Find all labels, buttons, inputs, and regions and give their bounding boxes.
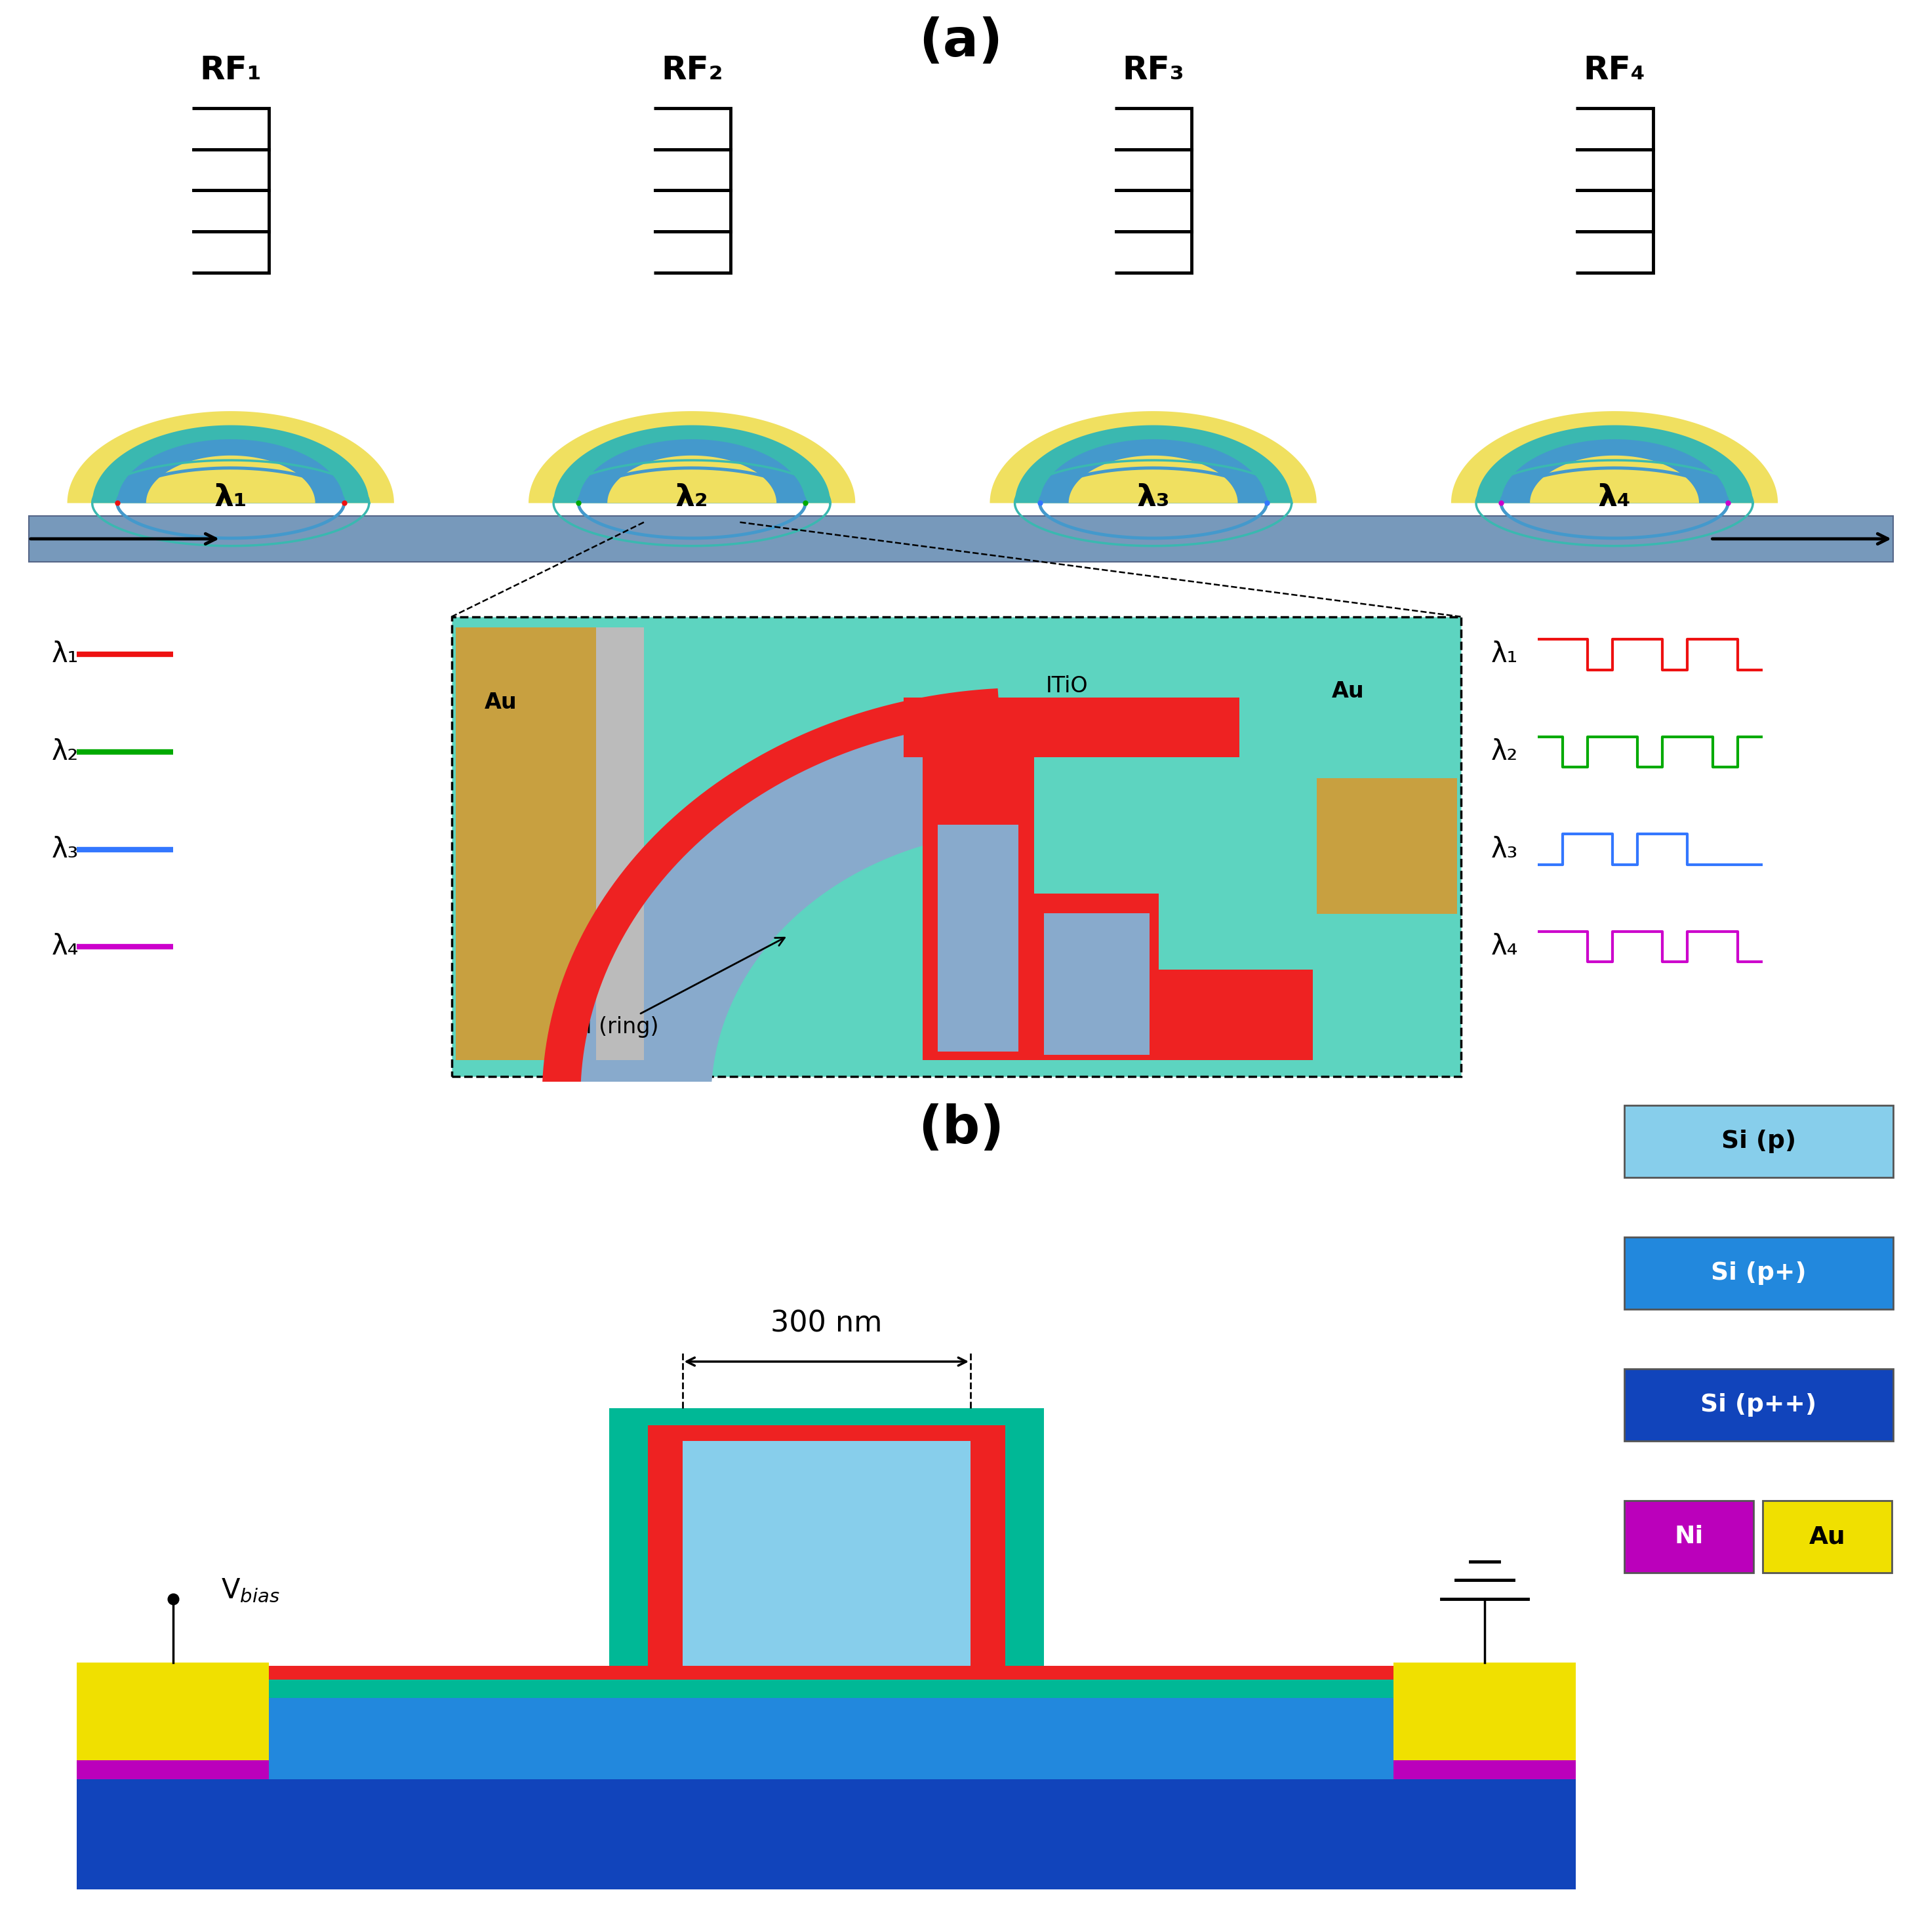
Bar	[1393, 1779, 1576, 1889]
Bar	[1005, 1408, 1044, 1665]
Bar	[452, 616, 1461, 1076]
Bar	[1317, 779, 1457, 914]
Polygon shape	[1015, 425, 1292, 502]
Polygon shape	[146, 456, 315, 502]
Text: (a): (a)	[919, 15, 1003, 68]
Bar	[923, 757, 1034, 1061]
Bar	[77, 1760, 269, 1779]
Bar	[77, 1779, 269, 1889]
Text: RF₃: RF₃	[1122, 54, 1184, 87]
Bar	[903, 697, 1240, 757]
Text: 300 nm: 300 nm	[771, 1310, 882, 1337]
FancyBboxPatch shape	[1624, 1236, 1893, 1310]
Text: Si (p+): Si (p+)	[1711, 1262, 1807, 1285]
Polygon shape	[1040, 439, 1267, 502]
Text: λ₂: λ₂	[1491, 738, 1518, 765]
Polygon shape	[117, 439, 344, 502]
Bar	[1393, 1760, 1576, 1779]
Text: RF₄: RF₄	[1584, 54, 1645, 87]
Bar	[269, 1698, 1403, 1779]
Bar	[1393, 1663, 1576, 1760]
Text: λ₂: λ₂	[52, 738, 79, 765]
Bar	[29, 516, 1893, 562]
Bar	[1044, 914, 1149, 1055]
Bar	[1159, 970, 1313, 1061]
FancyBboxPatch shape	[1624, 1368, 1893, 1441]
Text: λ₁: λ₁	[52, 641, 79, 668]
Bar	[648, 1426, 682, 1665]
Text: RF₂: RF₂	[661, 54, 723, 87]
Polygon shape	[1069, 456, 1238, 502]
Text: V$_{bias}$: V$_{bias}$	[221, 1577, 281, 1604]
Text: λ₄: λ₄	[1597, 483, 1632, 512]
Text: λ₃: λ₃	[52, 835, 79, 864]
Polygon shape	[554, 425, 830, 502]
Polygon shape	[579, 439, 805, 502]
Text: RF₁: RF₁	[200, 54, 261, 87]
Text: λ₄: λ₄	[52, 933, 79, 960]
Text: Ni: Ni	[1674, 1524, 1703, 1549]
Bar	[596, 628, 644, 1061]
Text: λ₁: λ₁	[213, 483, 248, 512]
FancyBboxPatch shape	[1624, 1501, 1753, 1573]
Bar	[154, 1779, 1518, 1889]
Text: Si (p): Si (p)	[1722, 1130, 1795, 1153]
Text: λ₃: λ₃	[1491, 835, 1518, 864]
Text: Si (p++): Si (p++)	[1701, 1393, 1816, 1416]
Text: λ₄: λ₄	[1491, 933, 1518, 960]
FancyBboxPatch shape	[1762, 1501, 1891, 1573]
Text: (b): (b)	[919, 1103, 1003, 1153]
Bar	[269, 1679, 1403, 1698]
Polygon shape	[67, 412, 394, 502]
Text: Au: Au	[1809, 1524, 1845, 1549]
Text: λ₁: λ₁	[1491, 641, 1518, 668]
FancyBboxPatch shape	[1624, 1105, 1893, 1177]
Text: Au: Au	[484, 692, 517, 713]
Polygon shape	[607, 456, 776, 502]
Text: HfO₂: HfO₂	[1147, 981, 1265, 1049]
Bar	[971, 1426, 1005, 1665]
Text: Si (ring): Si (ring)	[571, 937, 784, 1037]
Bar	[609, 1408, 648, 1665]
Polygon shape	[1451, 412, 1778, 502]
Polygon shape	[990, 412, 1317, 502]
Polygon shape	[1530, 456, 1699, 502]
Bar	[269, 1665, 1403, 1679]
Polygon shape	[92, 425, 369, 502]
Bar	[938, 825, 1019, 1051]
Bar	[456, 628, 600, 1061]
Bar	[1034, 895, 1159, 1061]
Text: ITiO: ITiO	[1046, 676, 1088, 697]
Text: λ₂: λ₂	[675, 483, 709, 512]
Text: λ₃: λ₃	[1136, 483, 1170, 512]
Bar	[682, 1441, 971, 1665]
Bar	[648, 1426, 1005, 1441]
Polygon shape	[529, 412, 855, 502]
Polygon shape	[1476, 425, 1753, 502]
Polygon shape	[542, 688, 999, 1124]
Bar	[609, 1408, 1044, 1426]
Bar	[77, 1663, 269, 1760]
Polygon shape	[1501, 439, 1728, 502]
Text: Au: Au	[1332, 680, 1365, 703]
Polygon shape	[577, 717, 1009, 1122]
